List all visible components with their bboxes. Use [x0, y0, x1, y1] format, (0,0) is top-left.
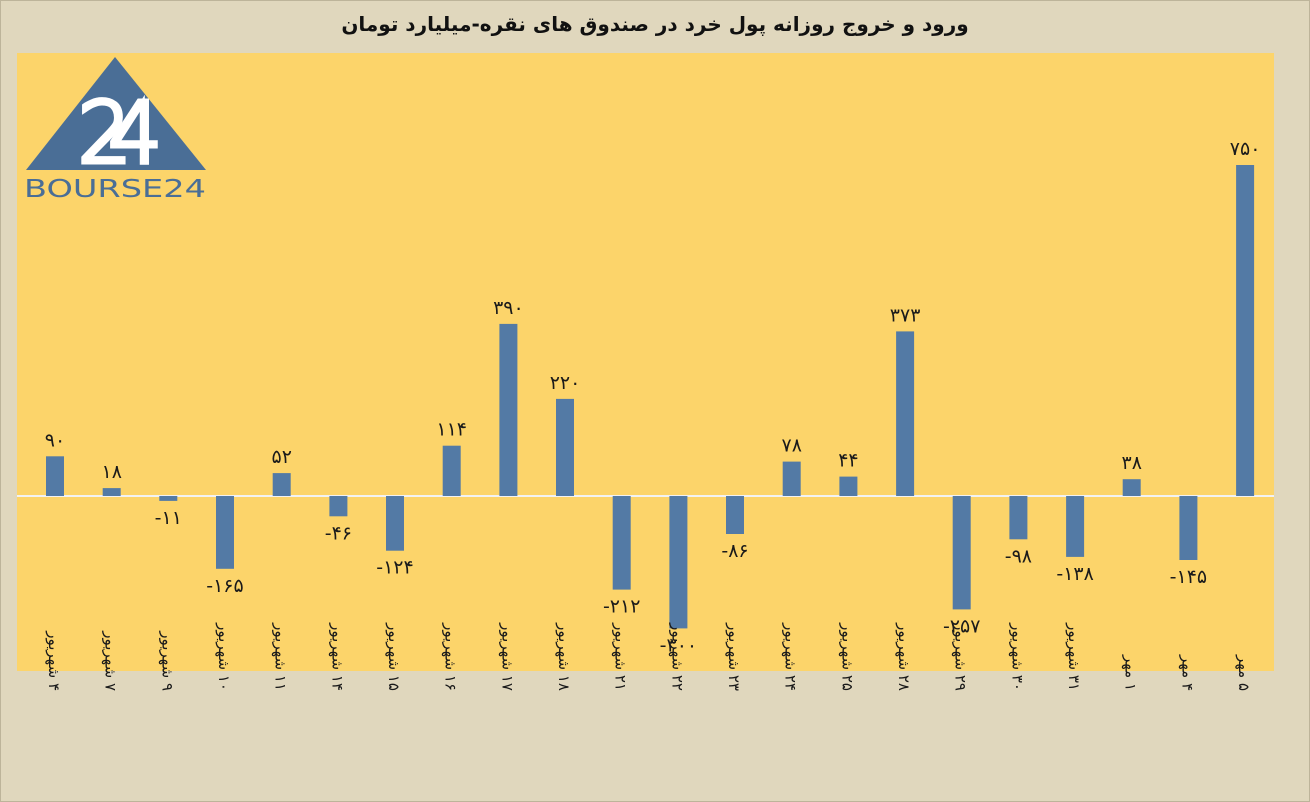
- category-label: ۳۰ شهریور: [1008, 622, 1026, 691]
- bourse24-logo: 24 BOURSE24: [24, 57, 206, 203]
- value-label: ۱۱۴: [436, 419, 467, 441]
- bar: [1066, 496, 1085, 557]
- bar: [952, 496, 971, 610]
- category-label: ۱ مهر: [1122, 654, 1140, 691]
- value-label: -۹۸: [1005, 545, 1032, 567]
- bar: [329, 496, 348, 517]
- category-label: ۲۵ شهریور: [838, 622, 856, 691]
- bar: [1179, 496, 1198, 560]
- bar: [1009, 496, 1028, 540]
- value-label: -۸۶: [721, 540, 748, 562]
- value-label: -۳۰۰: [660, 634, 697, 656]
- category-label: ۲۴ شهریور: [782, 622, 800, 691]
- category-label: ۱۶ شهریور: [442, 622, 460, 691]
- value-label: ۷۵۰: [1230, 138, 1261, 160]
- bar: [1236, 165, 1255, 496]
- bar: [782, 461, 801, 496]
- category-label: ۲۳ شهریور: [725, 622, 743, 691]
- value-label: -۱۶۵: [206, 575, 243, 597]
- category-label: ۱۷ شهریور: [498, 622, 516, 691]
- category-label: ۱۱ شهریور: [272, 622, 290, 691]
- category-label: ۱۴ شهریور: [328, 622, 346, 691]
- value-label: -۲۱۲: [603, 596, 640, 618]
- bar: [216, 496, 234, 569]
- bar: [272, 473, 291, 496]
- bar: [442, 445, 461, 496]
- value-label: ۵۲: [271, 446, 291, 468]
- category-label: ۹ شهریور: [158, 630, 176, 691]
- bar: [159, 496, 178, 501]
- value-label: -۲۵۷: [943, 615, 980, 637]
- category-label: ۱۵ شهریور: [385, 622, 403, 691]
- bar: [726, 496, 744, 534]
- value-label: ۴۴: [838, 450, 858, 472]
- value-label: -۱۱: [155, 507, 182, 529]
- bar: [669, 496, 688, 629]
- category-label: ۵ مهر: [1235, 654, 1253, 691]
- category-label: ۴ شهریور: [45, 630, 63, 691]
- bar: [612, 496, 631, 590]
- logo-text: BOURSE24: [24, 174, 206, 203]
- category-label: ۴ مهر: [1178, 654, 1196, 691]
- category-label: ۲۲ شهریور: [668, 622, 686, 691]
- value-label: -۱۳۸: [1056, 563, 1093, 585]
- value-label: ۹۰: [45, 429, 65, 451]
- category-label: ۲۹ شهریور: [952, 622, 970, 691]
- category-label: ۷ شهریور: [102, 630, 120, 691]
- value-label: -۱۲۴: [376, 557, 413, 579]
- value-label: ۲۲۰: [550, 372, 581, 394]
- bar: [556, 398, 574, 496]
- value-label: ۱۸: [101, 461, 121, 483]
- logo-triangle: [26, 57, 206, 170]
- value-label: ۷۸: [781, 435, 801, 457]
- bars-group: [46, 165, 1255, 629]
- category-labels-group: ۴ شهریور ۷ شهریور ۹ شهریور ۱۰ شهریور ۱۱ شهری…: [45, 622, 1253, 691]
- bar: [499, 323, 518, 496]
- chart-title: ورود و خروج روزانه پول خرد در صندوق های …: [341, 12, 969, 36]
- category-label: ۲۱ شهریور: [612, 622, 630, 691]
- bar: [46, 456, 64, 496]
- category-label: ۳۱ شهریور: [1065, 622, 1083, 691]
- value-label: ۳۸: [1121, 452, 1141, 474]
- category-label: ۲۸ شهریور: [895, 622, 913, 691]
- bar: [896, 331, 915, 496]
- logo-number: 24: [78, 84, 162, 182]
- value-label: ۳۷۳: [890, 304, 921, 326]
- value-label: -۱۴۵: [1170, 566, 1207, 588]
- bar: [1122, 479, 1141, 496]
- bar: [102, 488, 121, 496]
- category-label: ۱۸ شهریور: [555, 622, 573, 691]
- value-label: ۳۹۰: [493, 297, 524, 319]
- category-label: ۱۰ شهریور: [215, 622, 233, 691]
- bar: [839, 476, 858, 496]
- value-labels-group: ۹۰ ۱۸ -۱۱ -۱۶۵ ۵۲ -۴۶ -۱۲۴ ۱۱۴ ۳۹۰ ۲۲۰ -۲۱۲ -۳۰۰ -۸۶…: [45, 138, 1261, 656]
- value-label: -۴۶: [325, 522, 352, 544]
- bar: [386, 496, 404, 551]
